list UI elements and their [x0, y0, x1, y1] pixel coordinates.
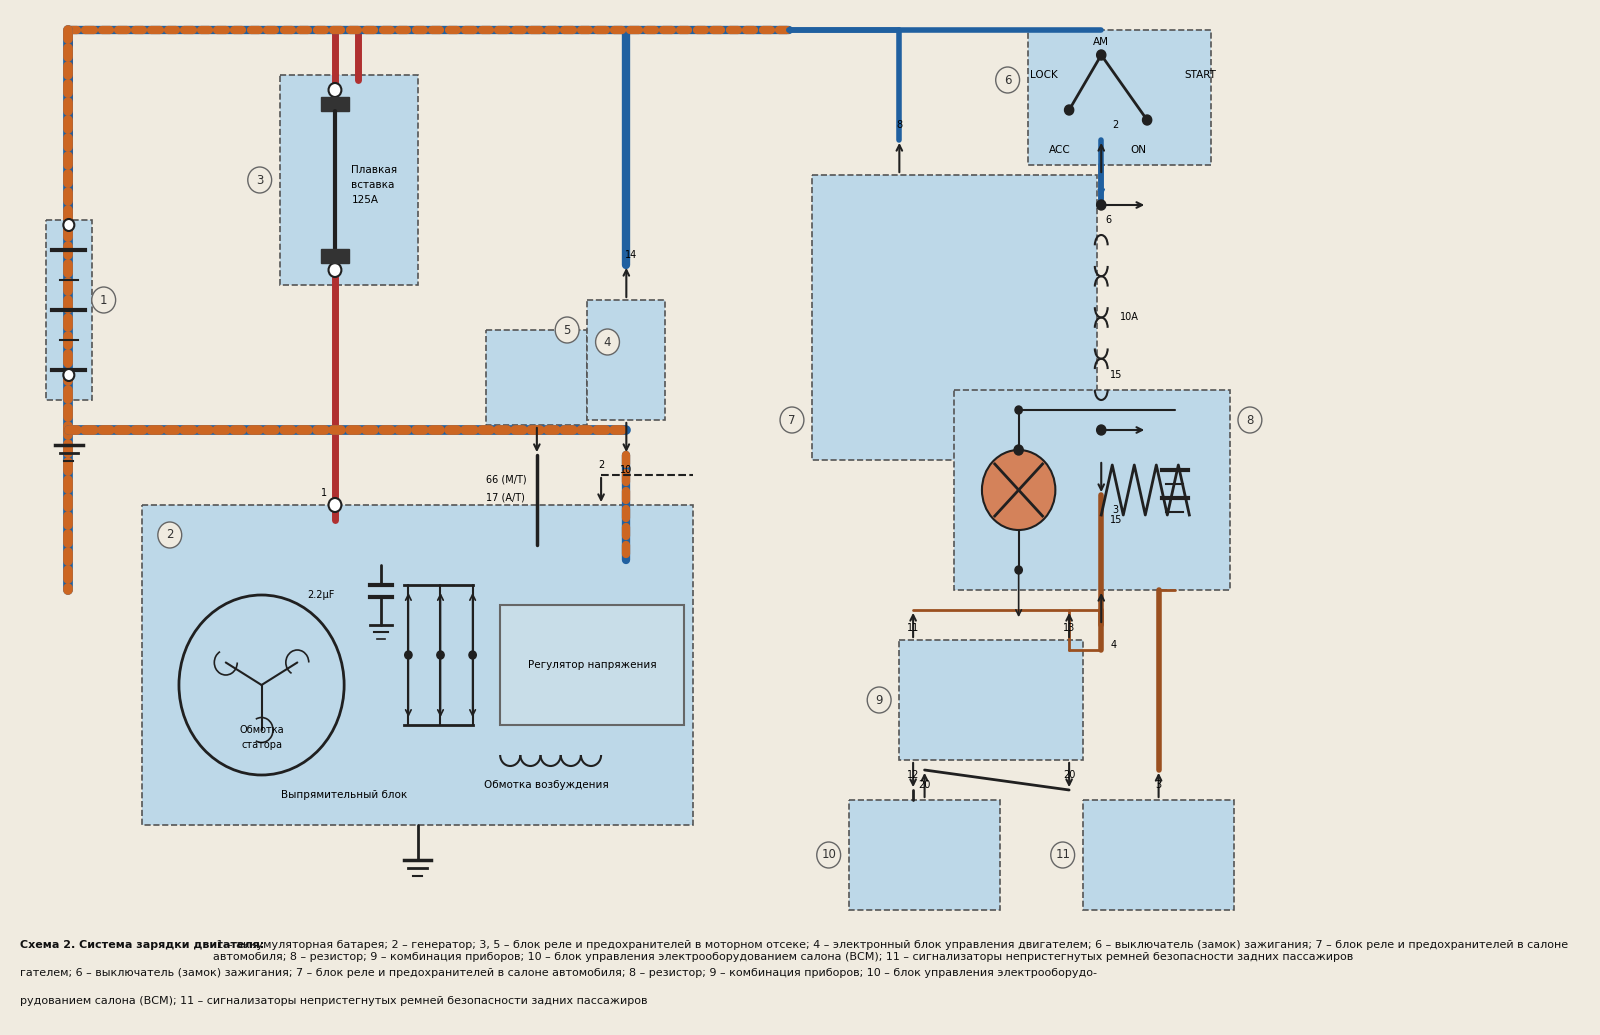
Text: 3: 3 [1155, 780, 1162, 790]
Circle shape [555, 317, 579, 343]
Text: 3: 3 [256, 174, 264, 186]
Circle shape [158, 522, 182, 548]
FancyBboxPatch shape [1027, 30, 1211, 165]
Text: 6: 6 [1106, 215, 1112, 225]
FancyBboxPatch shape [813, 175, 1096, 460]
Text: 7: 7 [789, 414, 795, 426]
Circle shape [1051, 842, 1075, 868]
Text: 2: 2 [598, 460, 605, 470]
Text: Схема 2. Система зарядки двигателя:: Схема 2. Система зарядки двигателя: [21, 940, 264, 950]
Circle shape [1096, 425, 1106, 435]
Circle shape [1064, 105, 1074, 115]
Text: 2: 2 [166, 529, 173, 541]
FancyBboxPatch shape [899, 640, 1083, 760]
Text: Обмотка: Обмотка [240, 724, 283, 735]
Text: 125А: 125А [352, 195, 379, 205]
Text: вставка: вставка [352, 180, 395, 190]
FancyBboxPatch shape [587, 300, 666, 420]
FancyBboxPatch shape [46, 220, 91, 400]
Text: 12: 12 [907, 770, 920, 780]
Circle shape [781, 407, 803, 433]
Text: 8: 8 [896, 120, 902, 130]
Circle shape [469, 651, 477, 659]
Text: рудованием салона (ВСМ); 11 – сигнализаторы непристегнутых ремней безопасности з: рудованием салона (ВСМ); 11 – сигнализат… [21, 996, 648, 1006]
Circle shape [1014, 406, 1022, 414]
Circle shape [1096, 50, 1106, 60]
Text: Обмотка возбуждения: Обмотка возбуждения [483, 780, 608, 790]
Circle shape [1014, 566, 1022, 574]
Text: ACC: ACC [1050, 145, 1070, 155]
FancyBboxPatch shape [322, 97, 349, 111]
FancyBboxPatch shape [955, 390, 1230, 590]
FancyBboxPatch shape [142, 505, 693, 825]
Text: 1: 1 [322, 487, 326, 498]
FancyBboxPatch shape [501, 605, 683, 724]
Text: 15: 15 [1110, 369, 1123, 380]
FancyBboxPatch shape [280, 75, 418, 285]
Text: Выпрямительный блок: Выпрямительный блок [282, 790, 408, 800]
Circle shape [1096, 200, 1106, 210]
Text: 10: 10 [621, 465, 632, 475]
FancyBboxPatch shape [1083, 800, 1234, 910]
Circle shape [248, 167, 272, 193]
Text: 5: 5 [563, 324, 571, 336]
Circle shape [437, 651, 445, 659]
FancyBboxPatch shape [322, 249, 349, 263]
FancyBboxPatch shape [850, 800, 1000, 910]
Text: Плавкая: Плавкая [352, 165, 398, 175]
Text: 6: 6 [1003, 73, 1011, 87]
Circle shape [328, 498, 341, 512]
Circle shape [1238, 407, 1262, 433]
Text: 8: 8 [1246, 414, 1253, 426]
Text: ON: ON [1130, 145, 1146, 155]
Circle shape [405, 651, 413, 659]
Circle shape [64, 219, 74, 231]
Text: 2.2μF: 2.2μF [307, 590, 334, 600]
Text: 4: 4 [603, 335, 611, 349]
Text: 10: 10 [821, 849, 837, 861]
Text: статора: статора [242, 740, 282, 750]
Text: 20: 20 [1062, 770, 1075, 780]
Text: 1 – аккумуляторная батарея; 2 – генератор; 3, 5 – блок реле и предохранителей в : 1 – аккумуляторная батарея; 2 – генерато… [213, 940, 1568, 962]
Text: гателем; 6 – выключатель (замок) зажигания; 7 – блок реле и предохранителей в са: гателем; 6 – выключатель (замок) зажиган… [21, 968, 1098, 978]
Text: 11: 11 [907, 623, 920, 633]
Text: 4: 4 [1110, 640, 1117, 650]
Text: LOCK: LOCK [1030, 70, 1058, 80]
Text: 3: 3 [1112, 505, 1118, 515]
Circle shape [328, 83, 341, 97]
Text: 14: 14 [624, 250, 637, 260]
Circle shape [595, 329, 619, 355]
Circle shape [995, 67, 1019, 93]
Text: START: START [1184, 70, 1216, 80]
FancyBboxPatch shape [486, 330, 587, 425]
Text: 1: 1 [99, 294, 107, 306]
Text: 20: 20 [918, 780, 931, 790]
Text: Регулятор напряжения: Регулятор напряжения [528, 660, 656, 670]
Text: 9: 9 [875, 693, 883, 707]
Circle shape [64, 369, 74, 381]
Circle shape [867, 687, 891, 713]
Text: 2: 2 [1112, 120, 1118, 130]
Text: 15: 15 [1110, 515, 1123, 525]
Circle shape [328, 263, 341, 277]
Text: AM: AM [1093, 37, 1109, 47]
Text: 66 (М/Т): 66 (М/Т) [486, 475, 526, 485]
Circle shape [1142, 115, 1152, 125]
Circle shape [816, 842, 840, 868]
Circle shape [1014, 445, 1024, 455]
Text: 13: 13 [1062, 623, 1075, 633]
Text: 11: 11 [1056, 849, 1070, 861]
Circle shape [982, 450, 1056, 530]
Circle shape [91, 287, 115, 313]
Text: 17 (А/Т): 17 (А/Т) [486, 492, 525, 502]
Text: 10А: 10А [1120, 313, 1139, 323]
